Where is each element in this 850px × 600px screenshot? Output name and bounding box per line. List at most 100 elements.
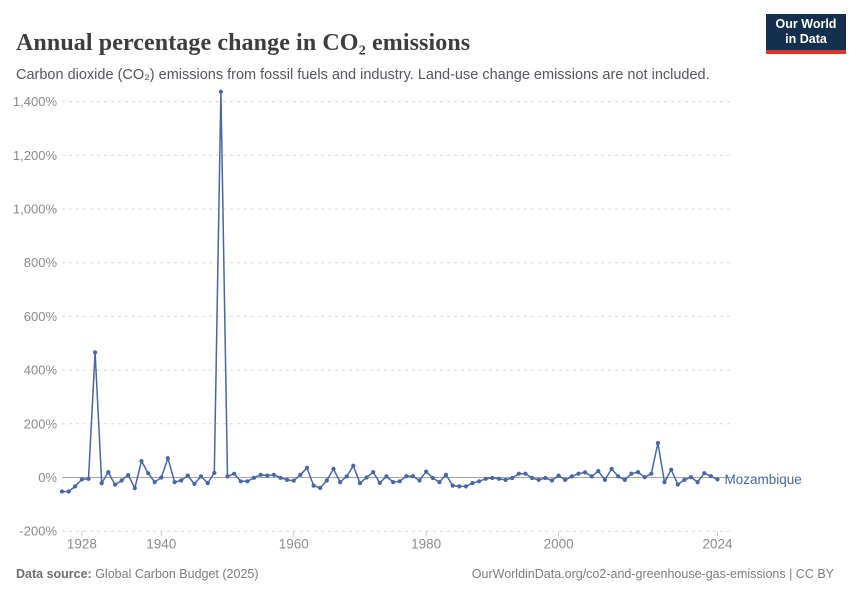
- data-point[interactable]: [589, 474, 594, 479]
- data-point[interactable]: [351, 463, 356, 468]
- data-point[interactable]: [629, 471, 634, 476]
- data-point[interactable]: [59, 489, 65, 494]
- data-point[interactable]: [73, 484, 78, 489]
- data-point[interactable]: [212, 470, 217, 475]
- data-point[interactable]: [543, 475, 548, 481]
- data-point[interactable]: [616, 474, 621, 479]
- data-point[interactable]: [609, 466, 614, 471]
- data-point[interactable]: [198, 474, 204, 479]
- data-point[interactable]: [192, 481, 197, 486]
- data-point[interactable]: [443, 472, 449, 477]
- data-point[interactable]: [490, 475, 495, 481]
- data-point[interactable]: [384, 474, 389, 479]
- data-point[interactable]: [576, 471, 581, 476]
- data-point[interactable]: [232, 471, 237, 476]
- data-point[interactable]: [642, 475, 647, 480]
- data-point[interactable]: [338, 480, 343, 485]
- data-point[interactable]: [463, 484, 468, 489]
- data-point[interactable]: [470, 481, 475, 486]
- data-point[interactable]: [86, 476, 91, 481]
- data-point[interactable]: [126, 473, 131, 478]
- data-point[interactable]: [549, 478, 555, 483]
- data-point[interactable]: [596, 469, 601, 474]
- data-point[interactable]: [622, 477, 627, 482]
- data-point[interactable]: [112, 482, 118, 487]
- data-point[interactable]: [496, 476, 502, 481]
- data-point[interactable]: [106, 470, 111, 475]
- data-point[interactable]: [688, 475, 694, 480]
- data-point[interactable]: [139, 459, 144, 464]
- data-point[interactable]: [437, 480, 442, 485]
- data-point[interactable]: [298, 472, 303, 477]
- data-point[interactable]: [258, 472, 263, 477]
- data-point[interactable]: [99, 481, 104, 486]
- data-point[interactable]: [185, 473, 190, 478]
- data-point[interactable]: [569, 474, 574, 479]
- data-point[interactable]: [278, 475, 283, 480]
- data-point[interactable]: [132, 486, 137, 491]
- data-point[interactable]: [172, 480, 177, 485]
- data-point[interactable]: [304, 465, 310, 470]
- data-point[interactable]: [457, 484, 462, 489]
- data-point[interactable]: [530, 475, 535, 481]
- data-point[interactable]: [291, 478, 296, 483]
- data-point[interactable]: [536, 477, 541, 482]
- data-point[interactable]: [205, 481, 210, 486]
- data-point[interactable]: [662, 480, 667, 485]
- data-point[interactable]: [271, 472, 276, 477]
- data-point[interactable]: [391, 480, 396, 485]
- data-point[interactable]: [93, 350, 98, 355]
- data-point[interactable]: [450, 483, 455, 488]
- data-point[interactable]: [682, 477, 687, 482]
- data-point[interactable]: [159, 475, 164, 480]
- data-point[interactable]: [318, 485, 323, 491]
- data-point[interactable]: [357, 481, 363, 486]
- data-point[interactable]: [324, 478, 329, 483]
- data-point[interactable]: [702, 471, 707, 476]
- data-point[interactable]: [410, 474, 415, 479]
- data-point[interactable]: [331, 466, 336, 471]
- data-point[interactable]: [119, 478, 124, 483]
- data-point[interactable]: [218, 89, 223, 94]
- data-point[interactable]: [669, 467, 674, 472]
- data-point[interactable]: [510, 475, 515, 481]
- data-point[interactable]: [430, 475, 435, 481]
- data-point[interactable]: [238, 479, 243, 484]
- data-point[interactable]: [79, 477, 84, 482]
- data-point[interactable]: [397, 479, 402, 484]
- data-point[interactable]: [523, 471, 528, 476]
- data-point[interactable]: [483, 476, 488, 481]
- data-line[interactable]: [62, 90, 718, 493]
- owid-logo[interactable]: Our World in Data: [766, 14, 846, 54]
- data-point[interactable]: [152, 480, 157, 485]
- data-point[interactable]: [179, 478, 184, 483]
- data-point[interactable]: [285, 477, 290, 482]
- data-point[interactable]: [146, 471, 151, 476]
- data-point[interactable]: [311, 483, 316, 488]
- data-point[interactable]: [364, 475, 369, 480]
- data-point[interactable]: [245, 479, 250, 484]
- data-point[interactable]: [695, 480, 700, 485]
- data-point[interactable]: [417, 478, 422, 483]
- footer-credit-link[interactable]: OurWorldinData.org/co2-and-greenhouse-ga…: [471, 567, 834, 581]
- data-point[interactable]: [675, 482, 680, 487]
- data-point[interactable]: [477, 479, 482, 484]
- data-point[interactable]: [563, 477, 568, 482]
- data-point[interactable]: [344, 474, 349, 479]
- data-point[interactable]: [424, 469, 429, 474]
- data-point[interactable]: [602, 477, 608, 482]
- data-point[interactable]: [708, 474, 714, 479]
- data-point[interactable]: [251, 475, 257, 480]
- data-point[interactable]: [583, 470, 588, 475]
- data-point[interactable]: [66, 489, 71, 494]
- data-point[interactable]: [371, 470, 376, 475]
- series-label-mozambique[interactable]: Mozambique: [725, 472, 802, 487]
- data-point[interactable]: [556, 473, 561, 478]
- data-point[interactable]: [649, 471, 654, 476]
- data-point[interactable]: [225, 474, 230, 479]
- data-point[interactable]: [265, 473, 270, 478]
- data-point[interactable]: [655, 441, 661, 446]
- data-point[interactable]: [503, 477, 508, 482]
- data-point[interactable]: [715, 477, 720, 482]
- data-point[interactable]: [516, 471, 522, 476]
